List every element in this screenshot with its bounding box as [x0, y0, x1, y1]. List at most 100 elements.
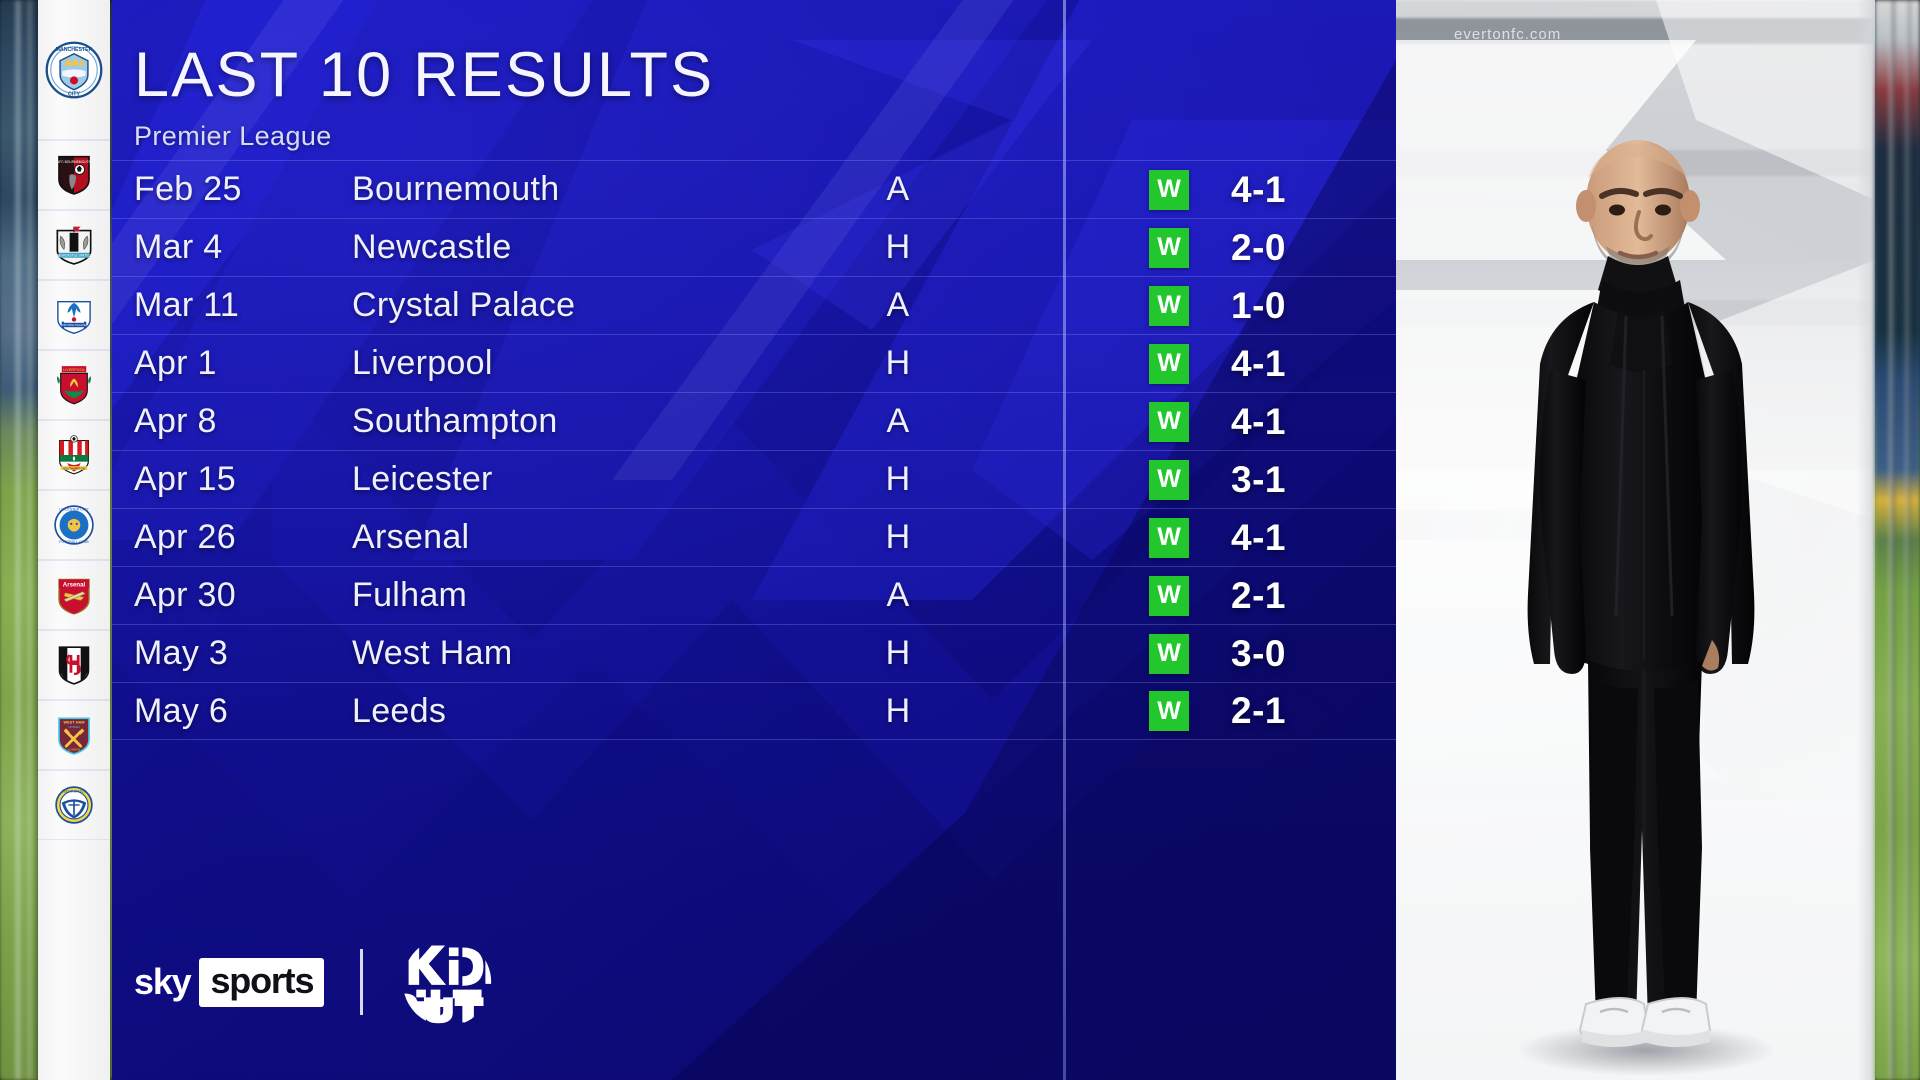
- stadium-pole: [16, 0, 21, 1080]
- status-badge: W: [1149, 285, 1189, 326]
- crest-newcastle: NEWCASTLE UNITED: [38, 210, 110, 280]
- cell-score: 4-1: [1231, 168, 1286, 210]
- sports-wordmark: sports: [199, 957, 325, 1007]
- footer-logos: sky sports: [134, 934, 495, 1030]
- crest-leicester: LEICESTER CITY FOOTBALL CLUB: [38, 490, 110, 560]
- svg-text:NEWCASTLE UNITED: NEWCASTLE UNITED: [57, 254, 92, 258]
- crest-column: MANCHESTER CITY AFC BOURNEMOUTH: [38, 0, 110, 1080]
- stadium-pole: [1889, 0, 1895, 1080]
- crest-bournemouth: AFC BOURNEMOUTH: [38, 140, 110, 210]
- svg-text:LEICESTER CITY: LEICESTER CITY: [59, 508, 89, 512]
- cell-opponent: Fulham: [352, 576, 468, 614]
- stadium-pole: [28, 0, 33, 1080]
- liverpool-crest-icon: LIVERPOOL: [57, 366, 91, 405]
- kick-it-out-logo-icon: [403, 945, 492, 1024]
- panel-chevron-pattern: [112, 0, 1396, 1080]
- table-row[interactable]: Apr 26 Arsenal H W 4-1: [112, 508, 1396, 566]
- right-stadium-strip: [1875, 0, 1920, 1080]
- sky-sports-logo: sky sports: [134, 957, 325, 1007]
- cell-score: 3-0: [1231, 632, 1286, 674]
- cell-date: Mar 11: [134, 286, 240, 324]
- cell-result: W 4-1: [1044, 343, 1396, 385]
- cell-opponent: Crystal Palace: [352, 286, 576, 324]
- status-badge: W: [1149, 343, 1189, 384]
- crest-arsenal: Arsenal: [38, 560, 110, 630]
- cell-result: W 1-0: [1044, 285, 1396, 327]
- cell-result: W 4-1: [1044, 169, 1396, 211]
- cell-result: W 4-1: [1044, 517, 1396, 559]
- cell-venue: H: [885, 691, 911, 730]
- cell-venue: A: [886, 286, 910, 324]
- cell-date: May 3: [134, 634, 229, 672]
- column-divider: [1063, 0, 1066, 1080]
- svg-text:SOUTHAMPTON: SOUTHAMPTON: [63, 466, 84, 470]
- cell-date: Apr 15: [134, 460, 236, 498]
- cell-opponent: West Ham: [352, 634, 513, 672]
- table-row[interactable]: May 3 West Ham H W 3-0: [112, 624, 1396, 682]
- leeds-crest-icon: LEEDS UNITED: [55, 786, 93, 824]
- southampton-crest-icon: SOUTHAMPTON: [59, 435, 89, 475]
- cell-opponent: Bournemouth: [352, 170, 560, 208]
- cell-venue: H: [885, 228, 911, 266]
- table-row[interactable]: Apr 8 Southampton A W 4-1: [112, 392, 1396, 450]
- cell-score: 2-1: [1231, 690, 1286, 731]
- crest-crystal-palace: CRYSTAL PALACE: [38, 280, 110, 350]
- svg-text:MANCHESTER: MANCHESTER: [56, 46, 93, 52]
- svg-text:AFC BOURNEMOUTH: AFC BOURNEMOUTH: [57, 160, 91, 164]
- svg-text:WEST HAM: WEST HAM: [63, 719, 84, 724]
- cell-opponent: Liverpool: [352, 344, 493, 382]
- status-badge: W: [1149, 633, 1189, 674]
- header: LAST 10 RESULTS Premier League: [134, 44, 714, 152]
- cell-opponent: Newcastle: [352, 228, 512, 266]
- cell-venue: H: [885, 634, 911, 672]
- table-row[interactable]: Mar 11 Crystal Palace A W 1-0: [112, 276, 1396, 334]
- table-row[interactable]: Apr 15 Leicester H W 3-1: [112, 450, 1396, 508]
- arsenal-crest-icon: Arsenal: [58, 578, 90, 615]
- page-subtitle: Premier League: [134, 121, 332, 151]
- crest-southampton: SOUTHAMPTON: [38, 420, 110, 490]
- stadium-pole: [1905, 0, 1911, 1080]
- newcastle-crest-icon: NEWCASTLE UNITED: [56, 226, 92, 265]
- svg-text:LIVERPOOL: LIVERPOOL: [63, 367, 86, 372]
- status-badge: W: [1149, 401, 1189, 442]
- svg-text:LONDON: LONDON: [68, 748, 80, 752]
- cell-score: 4-1: [1231, 516, 1286, 558]
- table-row[interactable]: Apr 30 Fulham A W 2-1: [112, 566, 1396, 624]
- status-badge: W: [1149, 169, 1189, 210]
- cell-result: W 2-1: [1044, 575, 1396, 617]
- cell-opponent: Southampton: [352, 402, 558, 440]
- svg-text:LEEDS UNITED: LEEDS UNITED: [62, 790, 87, 794]
- sky-wordmark: sky: [134, 961, 192, 1002]
- cell-score: 2-1: [1231, 574, 1286, 616]
- leicester-crest-icon: LEICESTER CITY FOOTBALL CLUB: [54, 505, 94, 545]
- table-row[interactable]: Apr 1 Liverpool H W 4-1: [112, 334, 1396, 392]
- cell-score: 2-0: [1231, 226, 1286, 268]
- manager-photo-panel: evertonfc.com: [1396, 0, 1875, 1080]
- cell-date: Apr 8: [134, 402, 217, 440]
- crest-leeds: LEEDS UNITED: [38, 770, 110, 840]
- cell-result: W 2-1: [1044, 690, 1396, 732]
- crest-liverpool: LIVERPOOL: [38, 350, 110, 420]
- status-badge: W: [1149, 575, 1189, 616]
- table-row[interactable]: Feb 25 Bournemouth A W 4-1: [112, 160, 1396, 218]
- manchester-city-crest-icon: MANCHESTER CITY: [45, 41, 103, 98]
- svg-text:CRYSTAL PALACE: CRYSTAL PALACE: [62, 323, 86, 327]
- cell-result: W 3-1: [1044, 459, 1396, 501]
- west-ham-crest-icon: WEST HAM UNITED LONDON: [58, 717, 90, 755]
- crystal-palace-crest-icon: CRYSTAL PALACE: [57, 300, 91, 335]
- bournemouth-crest-icon: AFC BOURNEMOUTH: [57, 155, 91, 195]
- cell-venue: H: [885, 460, 911, 498]
- table-row[interactable]: Mar 4 Newcastle H W 2-0: [112, 218, 1396, 276]
- cell-score: 1-0: [1231, 284, 1286, 326]
- cell-date: Feb 25: [134, 170, 242, 208]
- cell-venue: A: [886, 402, 910, 440]
- status-badge: W: [1149, 691, 1189, 731]
- status-badge: W: [1149, 227, 1189, 268]
- cell-date: May 6: [134, 691, 229, 730]
- svg-text:UNITED: UNITED: [68, 725, 80, 729]
- cell-opponent: Arsenal: [352, 518, 470, 556]
- logo-divider: [360, 949, 364, 1015]
- svg-text:FOOTBALL CLUB: FOOTBALL CLUB: [59, 540, 89, 544]
- table-row[interactable]: May 6 Leeds H W 2-1: [112, 682, 1396, 740]
